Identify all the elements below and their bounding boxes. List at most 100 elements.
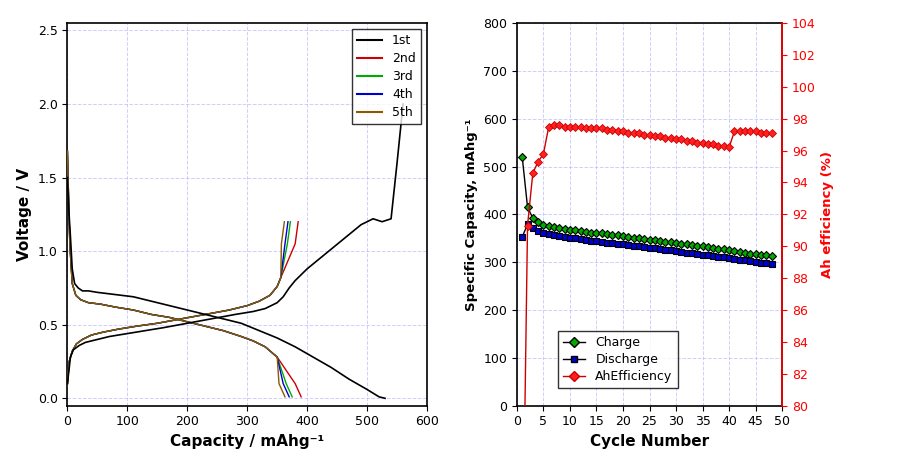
Discharge: [692, 251, 703, 257]
Charge: [517, 154, 528, 160]
AhEfficiency: [665, 135, 676, 141]
Charge: [761, 253, 771, 258]
Discharge: [601, 240, 612, 245]
Discharge: [592, 238, 602, 244]
AhEfficiency: [554, 122, 565, 128]
AhEfficiency: [559, 124, 570, 130]
Discharge: [628, 243, 639, 248]
Discharge: [681, 250, 692, 255]
Charge: [618, 234, 628, 239]
Y-axis label: Voltage / V: Voltage / V: [17, 168, 32, 261]
Discharge: [649, 246, 660, 251]
Discharge: [618, 242, 628, 247]
Charge: [708, 245, 718, 251]
Charge: [575, 228, 586, 234]
Discharge: [740, 258, 751, 263]
Charge: [548, 225, 559, 230]
Charge: [702, 245, 713, 250]
Discharge: [581, 237, 592, 242]
Charge: [559, 226, 570, 231]
AhEfficiency: [538, 151, 548, 157]
AhEfficiency: [596, 125, 607, 131]
AhEfficiency: [761, 130, 771, 136]
Y-axis label: Ah efficiency (%): Ah efficiency (%): [822, 151, 834, 278]
AhEfficiency: [755, 130, 766, 136]
Discharge: [687, 250, 698, 256]
Discharge: [538, 230, 548, 236]
Charge: [740, 250, 751, 255]
Line: AhEfficiency: AhEfficiency: [520, 122, 774, 461]
AhEfficiency: [660, 135, 671, 141]
AhEfficiency: [654, 134, 665, 139]
Discharge: [522, 222, 533, 227]
Discharge: [639, 244, 650, 250]
AhEfficiency: [618, 129, 628, 134]
Discharge: [607, 240, 618, 246]
Charge: [538, 222, 548, 228]
Charge: [628, 235, 639, 241]
Discharge: [729, 256, 740, 261]
AhEfficiency: [565, 124, 575, 130]
AhEfficiency: [676, 136, 687, 142]
Line: Charge: Charge: [520, 154, 774, 259]
AhEfficiency: [612, 129, 623, 134]
Charge: [750, 251, 761, 257]
Charge: [543, 224, 554, 229]
Charge: [692, 243, 703, 248]
Charge: [612, 233, 623, 238]
AhEfficiency: [697, 140, 708, 145]
Discharge: [554, 233, 565, 239]
Discharge: [543, 232, 554, 237]
Charge: [607, 232, 618, 238]
Y-axis label: Specific Capacity, mAhg⁻¹: Specific Capacity, mAhg⁻¹: [465, 118, 477, 311]
AhEfficiency: [575, 124, 586, 130]
Charge: [601, 232, 612, 237]
Discharge: [559, 234, 570, 240]
Charge: [565, 227, 575, 232]
AhEfficiency: [581, 125, 592, 131]
Discharge: [517, 234, 528, 240]
Discharge: [755, 260, 766, 266]
AhEfficiency: [708, 142, 718, 147]
Charge: [533, 220, 544, 225]
Discharge: [724, 255, 734, 261]
AhEfficiency: [623, 130, 634, 136]
Discharge: [623, 242, 634, 248]
Charge: [681, 242, 692, 247]
Discharge: [612, 241, 623, 246]
Charge: [724, 248, 734, 253]
X-axis label: Cycle Number: Cycle Number: [590, 434, 709, 449]
AhEfficiency: [687, 138, 698, 144]
Discharge: [596, 239, 607, 244]
Charge: [581, 229, 592, 234]
Charge: [639, 236, 650, 242]
Charge: [528, 215, 539, 221]
Discharge: [750, 259, 761, 265]
Charge: [570, 227, 581, 233]
Charge: [634, 236, 645, 241]
Discharge: [548, 233, 559, 238]
AhEfficiency: [750, 129, 761, 134]
AhEfficiency: [548, 122, 559, 128]
Line: Discharge: Discharge: [520, 222, 774, 266]
AhEfficiency: [713, 143, 724, 148]
AhEfficiency: [607, 127, 618, 133]
AhEfficiency: [628, 130, 639, 136]
AhEfficiency: [649, 134, 660, 139]
Charge: [654, 238, 665, 244]
Discharge: [708, 253, 718, 259]
Discharge: [702, 253, 713, 258]
AhEfficiency: [634, 130, 645, 136]
AhEfficiency: [644, 132, 654, 137]
Discharge: [745, 259, 756, 264]
Charge: [660, 239, 671, 244]
Discharge: [697, 252, 708, 257]
Charge: [522, 204, 533, 210]
AhEfficiency: [681, 138, 692, 144]
AhEfficiency: [601, 127, 612, 133]
Charge: [745, 251, 756, 256]
Charge: [687, 242, 698, 248]
Charge: [592, 230, 602, 236]
Charge: [676, 241, 687, 246]
Charge: [734, 249, 745, 254]
